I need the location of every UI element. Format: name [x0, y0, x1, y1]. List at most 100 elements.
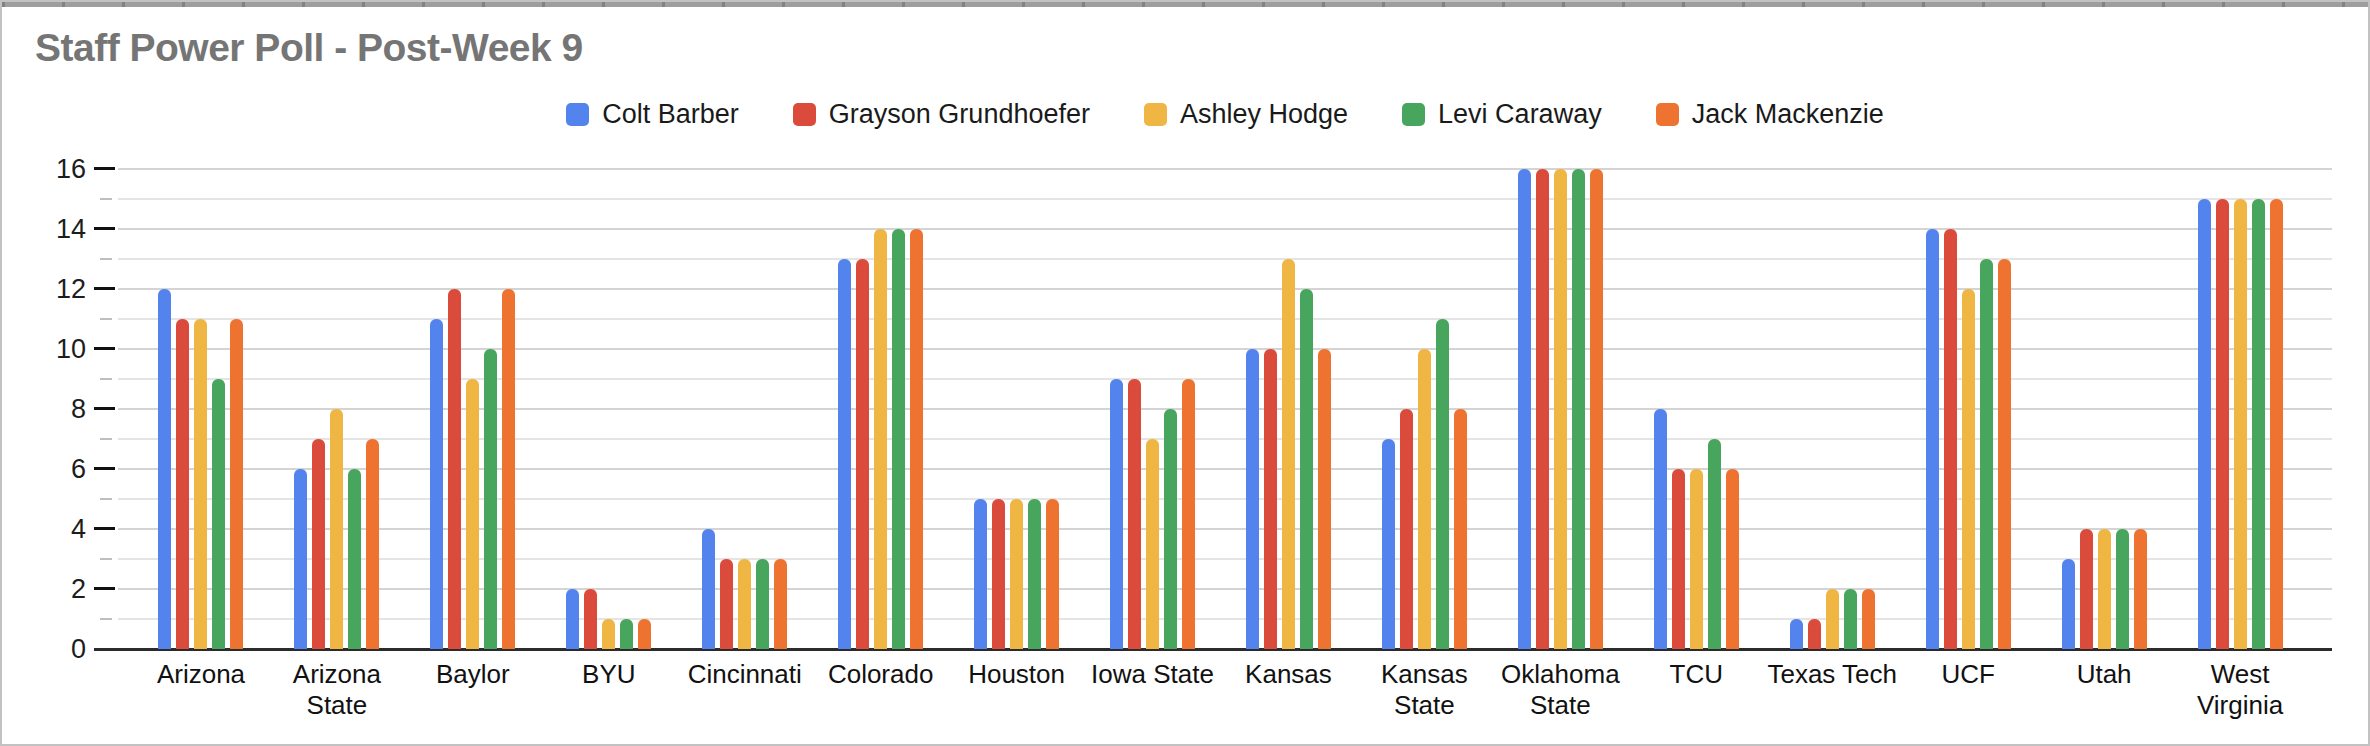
bar[interactable]	[1010, 499, 1023, 649]
bar[interactable]	[1318, 349, 1331, 649]
bar[interactable]	[2234, 199, 2247, 649]
bar[interactable]	[1726, 469, 1739, 649]
bar[interactable]	[720, 559, 733, 649]
bar[interactable]	[1382, 439, 1395, 649]
bar-group	[949, 169, 1085, 649]
bar[interactable]	[1590, 169, 1603, 649]
y-tick-label: 2	[2, 576, 86, 603]
bar[interactable]	[430, 319, 443, 649]
bar[interactable]	[1146, 439, 1159, 649]
bar[interactable]	[638, 619, 651, 649]
bar[interactable]	[502, 289, 515, 649]
legend-label: Levi Caraway	[1438, 99, 1602, 130]
bar[interactable]	[158, 289, 171, 649]
bar[interactable]	[566, 589, 579, 649]
bar[interactable]	[2134, 529, 2147, 649]
bar[interactable]	[1128, 379, 1141, 649]
bar[interactable]	[1282, 259, 1295, 649]
x-category-label: Cincinnati	[677, 659, 813, 721]
bar[interactable]	[1246, 349, 1259, 649]
y-axis-major-tick	[94, 527, 115, 530]
bar[interactable]	[2270, 199, 2283, 649]
spreadsheet-edge-strip	[2, 2, 2368, 7]
bar[interactable]	[348, 469, 361, 649]
bar[interactable]	[1518, 169, 1531, 649]
bar[interactable]	[2080, 529, 2093, 649]
bar[interactable]	[2216, 199, 2229, 649]
bar[interactable]	[2098, 529, 2111, 649]
bar[interactable]	[974, 499, 987, 649]
bar[interactable]	[602, 619, 615, 649]
bar[interactable]	[1264, 349, 1277, 649]
bar[interactable]	[992, 499, 1005, 649]
bar[interactable]	[1862, 589, 1875, 649]
y-tick-label: 14	[2, 216, 86, 243]
bar[interactable]	[584, 589, 597, 649]
bar[interactable]	[1572, 169, 1585, 649]
bar[interactable]	[212, 379, 225, 649]
bar[interactable]	[1672, 469, 1685, 649]
bar[interactable]	[892, 229, 905, 649]
bar[interactable]	[702, 529, 715, 649]
y-axis-minor-tick	[100, 498, 112, 500]
bar[interactable]	[1790, 619, 1803, 649]
chart-canvas[interactable]: Staff Power Poll - Post-Week 9 Colt Barb…	[0, 0, 2370, 746]
bar[interactable]	[2252, 199, 2265, 649]
bar[interactable]	[774, 559, 787, 649]
bar[interactable]	[1046, 499, 1059, 649]
bar[interactable]	[1690, 469, 1703, 649]
bar[interactable]	[1164, 409, 1177, 649]
bar[interactable]	[620, 619, 633, 649]
bar[interactable]	[2062, 559, 2075, 649]
bar[interactable]	[1808, 619, 1821, 649]
bar[interactable]	[838, 259, 851, 649]
bar[interactable]	[1028, 499, 1041, 649]
bar[interactable]	[1536, 169, 1549, 649]
legend-swatch-icon	[1144, 103, 1167, 126]
bar[interactable]	[2198, 199, 2211, 649]
bar[interactable]	[1436, 319, 1449, 649]
chart-title: Staff Power Poll - Post-Week 9	[35, 26, 583, 70]
bar[interactable]	[312, 439, 325, 649]
bar[interactable]	[874, 229, 887, 649]
bar[interactable]	[1554, 169, 1567, 649]
y-axis-major-tick	[94, 227, 115, 230]
bar[interactable]	[856, 259, 869, 649]
bar[interactable]	[230, 319, 243, 649]
bar[interactable]	[176, 319, 189, 649]
bar[interactable]	[1454, 409, 1467, 649]
bar[interactable]	[1826, 589, 1839, 649]
bar-group	[2172, 169, 2308, 649]
x-category-label: Texas Tech	[1764, 659, 1900, 721]
bar[interactable]	[448, 289, 461, 649]
bar-group	[1900, 169, 2036, 649]
bar[interactable]	[910, 229, 923, 649]
bar[interactable]	[294, 469, 307, 649]
x-category-label: KansasState	[1356, 659, 1492, 721]
bar[interactable]	[1844, 589, 1857, 649]
bar[interactable]	[1182, 379, 1195, 649]
bar[interactable]	[1980, 259, 1993, 649]
bar-group	[541, 169, 677, 649]
bar[interactable]	[194, 319, 207, 649]
bar[interactable]	[1944, 229, 1957, 649]
bar[interactable]	[1962, 289, 1975, 649]
bar[interactable]	[1110, 379, 1123, 649]
bar[interactable]	[1418, 349, 1431, 649]
bar[interactable]	[1998, 259, 2011, 649]
y-tick-label: 4	[2, 516, 86, 543]
bar[interactable]	[756, 559, 769, 649]
legend-swatch-icon	[793, 103, 816, 126]
bar[interactable]	[738, 559, 751, 649]
bar[interactable]	[1654, 409, 1667, 649]
bar[interactable]	[366, 439, 379, 649]
bar[interactable]	[1300, 289, 1313, 649]
bar[interactable]	[1400, 409, 1413, 649]
bar[interactable]	[484, 349, 497, 649]
legend-swatch-icon	[1402, 103, 1425, 126]
bar[interactable]	[1926, 229, 1939, 649]
bar[interactable]	[1708, 439, 1721, 649]
bar[interactable]	[466, 379, 479, 649]
bar[interactable]	[330, 409, 343, 649]
bar[interactable]	[2116, 529, 2129, 649]
